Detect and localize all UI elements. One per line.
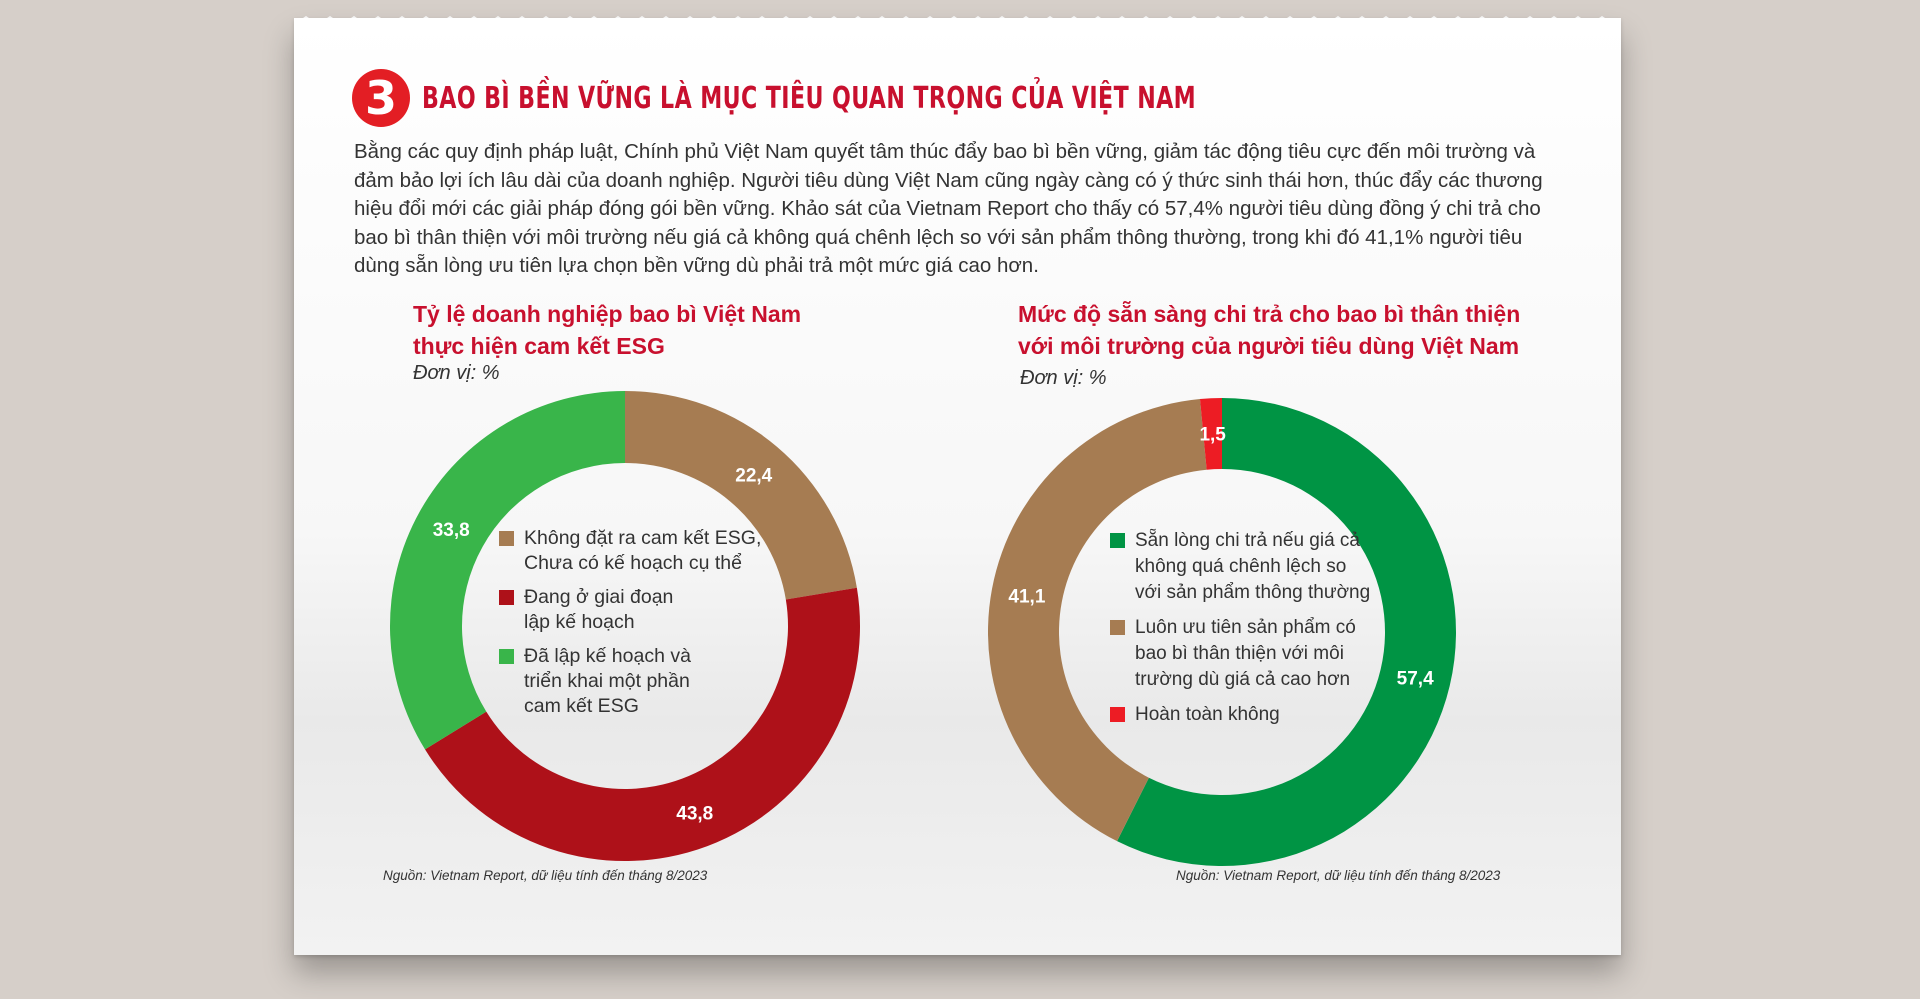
chart2-title-line2: với môi trường của người tiêu dùng Việt … [1018, 333, 1520, 359]
chart1-source: Nguồn: Vietnam Report, dữ liệu tính đến … [383, 868, 708, 883]
chart2-unit: Đơn vị: % [1020, 367, 1107, 389]
legend-label: Đang ở giai đoạn [524, 586, 674, 608]
legend-label: Đã lập kế hoạch và [524, 645, 691, 667]
chart1-title-line1: Tỷ lệ doanh nghiệp bao bì Việt Nam [413, 301, 802, 327]
legend-label: không quá chênh lệch so [1135, 556, 1347, 577]
legend-swatch-brown [499, 531, 514, 546]
donut2-value-label-0: 57,4 [1397, 669, 1434, 690]
chart1-legend-item-planning: Đang ở giai đoạn lập kế hoạch [499, 585, 769, 635]
chart1-legend-item-implemented: Đã lập kế hoạch và triển khai một phần cam… [499, 644, 769, 719]
chart2-source: Nguồn: Vietnam Report, dữ liệu tính đến … [1176, 868, 1501, 883]
chart2-legend-item-always-prefer: Luôn ưu tiên sản phẩm có bao bì thân thiệ… [1110, 615, 1380, 693]
legend-swatch-darkred [499, 590, 514, 605]
intro-paragraph: Bằng các quy định pháp luật, Chính phủ V… [354, 140, 1543, 277]
donut2-value-label-1: 41,1 [1008, 586, 1045, 607]
legend-label: triển khai một phần [524, 670, 690, 692]
donut2-slice-2 [1199, 398, 1222, 470]
legend-label: cam kết ESG [524, 695, 639, 717]
donut2-slice-0 [1117, 398, 1456, 866]
chart2-legend-item-willing: Sẵn lòng chi trả nếu giá cả không quá chê… [1110, 528, 1380, 606]
legend-label: Không đặt ra cam kết ESG, [524, 527, 762, 549]
chart2-title-line1: Mức độ sẵn sàng chi trả cho bao bì thân … [1018, 301, 1521, 327]
chart2-legend: Sẵn lòng chi trả nếu giá cả không quá chê… [1110, 528, 1380, 737]
donut1-slice-1 [425, 587, 860, 861]
chart1-title: Tỷ lệ doanh nghiệp bao bì Việt Nam thực … [413, 298, 801, 362]
legend-label: Chưa có kế hoạch cụ thể [524, 552, 742, 574]
chart1-legend-item-no-commitment: Không đặt ra cam kết ESG, Chưa có kế hoạc… [499, 526, 769, 576]
legend-swatch-green [499, 649, 514, 664]
section-number-badge: 3 [352, 69, 410, 127]
chart2-donut: 57,4 41,1 1,5 [987, 398, 1456, 866]
legend-label: lập kế hoạch [524, 611, 635, 633]
donut2-slice-1 [987, 399, 1207, 842]
donut1-value-label-1: 43,8 [676, 803, 713, 824]
legend-label: Hoàn toàn không [1135, 704, 1280, 725]
legend-label: trường dù giá cả cao hơn [1135, 669, 1351, 690]
legend-swatch-red [1110, 707, 1125, 722]
chart2-legend-item-not-at-all: Hoàn toàn không [1110, 702, 1380, 728]
donut2-value-label-2: 1,5 [1199, 425, 1226, 446]
donut1-value-label-0: 22,4 [735, 465, 772, 486]
section-title: BAO BÌ BỀN VỮNG LÀ MỤC TIÊU QUAN TRỌNG C… [422, 80, 1197, 116]
section-header: 3 BAO BÌ BỀN VỮNG LÀ MỤC TIÊU QUAN TRỌNG… [352, 66, 1366, 130]
donut1-value-label-2: 33,8 [433, 520, 470, 541]
legend-label: Luôn ưu tiên sản phẩm có [1135, 617, 1356, 638]
chart1-legend: Không đặt ra cam kết ESG, Chưa có kế hoạc… [499, 526, 769, 728]
donut1-slice-2 [390, 391, 625, 750]
chart2-title: Mức độ sẵn sàng chi trả cho bao bì thân … [1018, 298, 1520, 362]
legend-label: Sẵn lòng chi trả nếu giá cả [1135, 530, 1360, 551]
chart1-title-line2: thực hiện cam kết ESG [413, 333, 665, 359]
legend-label: với sản phẩm thông thường [1135, 582, 1371, 603]
legend-label: bao bì thân thiện với môi [1135, 643, 1344, 664]
legend-swatch-brown [1110, 620, 1125, 635]
chart1-donut: 22,4 43,8 33,8 [390, 391, 860, 861]
chart1-unit: Đơn vị: % [413, 362, 500, 384]
legend-swatch-green [1110, 533, 1125, 548]
donut1-slice-0 [625, 391, 857, 600]
